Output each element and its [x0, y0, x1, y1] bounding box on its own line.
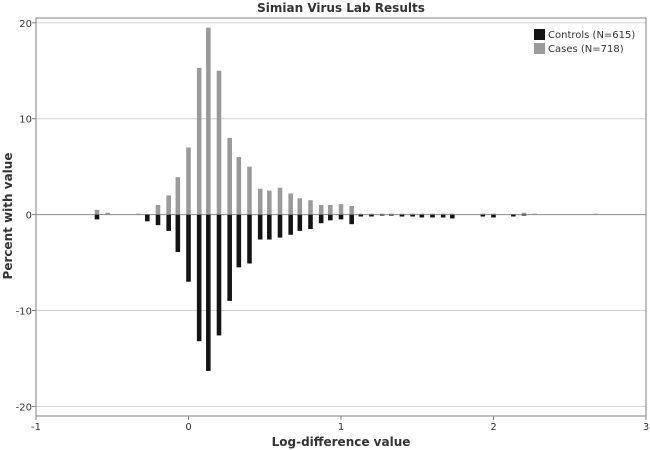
bar-cases	[410, 213, 415, 215]
bar-cases	[196, 67, 202, 215]
bar-controls	[318, 214, 324, 224]
bar-controls	[257, 214, 263, 240]
x-tick-label: 3	[643, 422, 649, 433]
bar-controls	[247, 214, 252, 264]
chart-title: Simian Virus Lab Results	[257, 1, 425, 15]
bar-cases	[419, 213, 425, 215]
bar-cases	[166, 195, 171, 215]
bar-cases	[328, 205, 333, 215]
x-tick-label: 0	[185, 422, 191, 433]
bar-cases	[399, 213, 405, 215]
x-tick-label: 2	[490, 422, 496, 433]
bar-cases	[267, 190, 272, 215]
bar-cases	[277, 187, 283, 215]
bar-cases	[206, 27, 211, 215]
bar-controls	[369, 214, 374, 217]
bar-cases	[186, 147, 191, 215]
y-tick-label: -10	[16, 307, 32, 318]
bar-cases	[257, 188, 263, 215]
bar-controls	[308, 214, 313, 229]
bar-controls	[175, 214, 181, 253]
bar-cases	[227, 137, 232, 215]
bars	[94, 27, 598, 371]
bar-cases	[369, 213, 374, 215]
bar-cases	[247, 166, 252, 215]
bar-cases	[379, 213, 385, 215]
bar-controls	[196, 214, 202, 342]
x-axis-label: Log-difference value	[272, 435, 411, 449]
y-tick-label: -20	[16, 402, 32, 413]
bar-cases	[338, 204, 344, 215]
bar-cases	[308, 200, 313, 215]
bar-controls	[480, 214, 486, 217]
bar-cases	[358, 213, 364, 215]
bar-controls	[440, 214, 446, 218]
bar-cases	[297, 198, 303, 215]
y-tick-label: 10	[19, 115, 32, 126]
bar-cases	[288, 193, 293, 215]
y-tick-label: 0	[26, 211, 32, 222]
bar-controls	[419, 214, 425, 218]
x-tick-label: 1	[338, 422, 344, 433]
bar-cases	[450, 213, 455, 215]
bar-controls	[328, 214, 333, 221]
legend-label-controls: Controls (N=615)	[548, 30, 635, 41]
bar-cases	[155, 205, 161, 215]
bar-controls	[288, 214, 293, 235]
bar-cases	[389, 213, 394, 215]
bar-controls	[267, 214, 272, 240]
y-tick-label: 20	[19, 19, 32, 30]
bar-cases	[175, 177, 181, 215]
bar-cases	[216, 70, 222, 215]
bar-controls	[349, 214, 354, 225]
bar-controls	[236, 214, 242, 268]
bar-controls	[227, 214, 232, 301]
y-axis-label: Percent with value	[1, 153, 15, 280]
bar-controls	[206, 214, 211, 371]
bar-controls	[338, 214, 344, 220]
bar-cases	[440, 213, 446, 215]
bar-controls	[216, 214, 222, 336]
bar-cases	[532, 213, 537, 215]
bar-controls	[297, 214, 303, 231]
bar-controls	[450, 214, 455, 219]
bar-cases	[135, 213, 141, 215]
bar-controls	[521, 214, 527, 216]
bar-cases	[430, 213, 435, 215]
legend: Controls (N=615) Cases (N=718)	[534, 29, 635, 55]
bar-controls	[94, 214, 100, 220]
legend-swatch-controls	[534, 29, 545, 40]
bar-controls	[166, 214, 171, 231]
bar-cases	[349, 205, 354, 215]
bar-cases	[480, 213, 486, 215]
bar-controls	[186, 214, 191, 282]
bar-cases	[491, 213, 496, 215]
bar-controls	[277, 214, 283, 238]
legend-label-cases: Cases (N=718)	[548, 44, 624, 55]
bar-controls	[145, 214, 150, 222]
bar-cases	[593, 213, 598, 215]
bar-cases	[105, 212, 110, 215]
bar-controls	[379, 214, 385, 216]
bar-controls	[430, 214, 435, 218]
bar-controls	[410, 214, 415, 217]
bar-cases	[94, 209, 100, 215]
legend-swatch-cases	[534, 43, 545, 54]
bar-controls	[491, 214, 496, 218]
bar-controls	[399, 214, 405, 217]
bar-controls	[155, 214, 161, 226]
bar-controls	[389, 214, 394, 216]
bar-controls	[358, 214, 364, 217]
bar-cases	[521, 212, 527, 215]
bar-cases	[236, 157, 242, 215]
bar-cases	[318, 205, 324, 215]
bar-controls	[511, 214, 516, 217]
x-tick-label: -1	[31, 422, 41, 433]
